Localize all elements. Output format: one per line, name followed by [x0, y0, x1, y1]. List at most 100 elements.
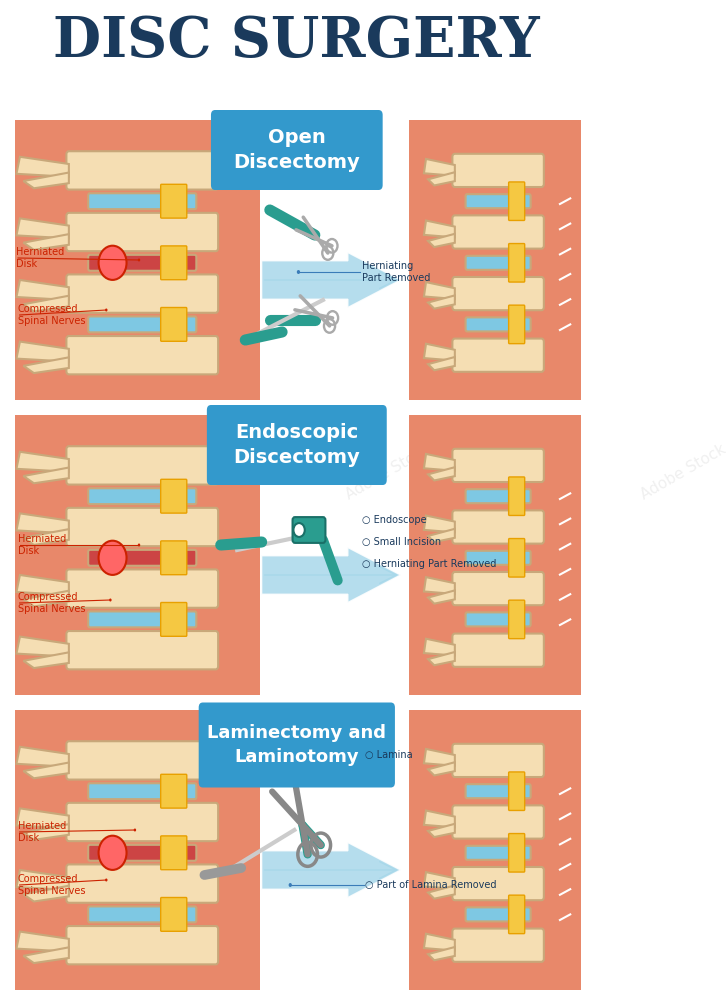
FancyBboxPatch shape: [66, 803, 218, 841]
FancyBboxPatch shape: [66, 446, 218, 485]
Polygon shape: [428, 590, 455, 604]
FancyBboxPatch shape: [66, 274, 218, 313]
FancyBboxPatch shape: [66, 336, 218, 374]
FancyBboxPatch shape: [452, 929, 544, 962]
Polygon shape: [23, 947, 69, 963]
Polygon shape: [424, 344, 455, 361]
Polygon shape: [23, 591, 69, 606]
FancyBboxPatch shape: [452, 215, 544, 249]
Polygon shape: [428, 295, 455, 309]
Polygon shape: [17, 637, 69, 657]
Text: Compressed
Spinal Nerves: Compressed Spinal Nerves: [18, 304, 86, 326]
FancyBboxPatch shape: [66, 508, 218, 546]
Text: Herniated
Disk: Herniated Disk: [18, 534, 66, 556]
FancyBboxPatch shape: [160, 897, 187, 931]
FancyBboxPatch shape: [66, 569, 218, 608]
Polygon shape: [261, 842, 401, 898]
FancyBboxPatch shape: [66, 151, 218, 190]
Polygon shape: [17, 808, 69, 828]
Text: Adobe Stock: Adobe Stock: [637, 442, 726, 503]
FancyBboxPatch shape: [465, 489, 531, 503]
Bar: [409, 415, 581, 695]
Bar: [15, 415, 260, 695]
FancyBboxPatch shape: [66, 926, 218, 964]
Text: Laminectomy and
Laminotomy: Laminectomy and Laminotomy: [208, 724, 386, 766]
Circle shape: [99, 541, 126, 575]
Polygon shape: [424, 454, 455, 471]
FancyBboxPatch shape: [465, 317, 531, 331]
Polygon shape: [23, 886, 69, 901]
FancyBboxPatch shape: [452, 339, 544, 372]
Polygon shape: [424, 872, 455, 889]
FancyBboxPatch shape: [465, 846, 531, 860]
Text: Herniated
Disk: Herniated Disk: [17, 247, 65, 269]
FancyBboxPatch shape: [452, 744, 544, 777]
FancyBboxPatch shape: [452, 510, 544, 544]
Polygon shape: [424, 221, 455, 237]
Circle shape: [105, 879, 107, 882]
Text: Herniated
Disk: Herniated Disk: [18, 821, 66, 843]
FancyBboxPatch shape: [452, 449, 544, 482]
Circle shape: [289, 883, 292, 887]
Circle shape: [105, 308, 107, 312]
Polygon shape: [23, 763, 69, 778]
Polygon shape: [23, 529, 69, 545]
Polygon shape: [23, 357, 69, 373]
FancyBboxPatch shape: [66, 741, 218, 780]
FancyBboxPatch shape: [66, 631, 218, 669]
FancyBboxPatch shape: [465, 194, 531, 208]
FancyBboxPatch shape: [293, 517, 325, 543]
Polygon shape: [23, 468, 69, 483]
FancyBboxPatch shape: [88, 255, 196, 271]
Polygon shape: [17, 575, 69, 595]
Circle shape: [134, 828, 136, 832]
Polygon shape: [428, 357, 455, 370]
Text: ○ Endoscope: ○ Endoscope: [362, 515, 427, 525]
FancyBboxPatch shape: [88, 316, 196, 332]
FancyBboxPatch shape: [509, 182, 525, 220]
FancyBboxPatch shape: [509, 244, 525, 282]
Bar: [15, 120, 260, 400]
Circle shape: [99, 246, 126, 280]
Text: DISC SURGERY: DISC SURGERY: [54, 14, 540, 70]
Text: ○ Lamina: ○ Lamina: [365, 750, 413, 760]
FancyBboxPatch shape: [199, 702, 395, 788]
Polygon shape: [428, 885, 455, 899]
FancyBboxPatch shape: [88, 845, 196, 861]
Text: Adobe Stock: Adobe Stock: [196, 442, 287, 503]
FancyBboxPatch shape: [509, 895, 525, 934]
Circle shape: [297, 270, 300, 274]
Polygon shape: [17, 932, 69, 952]
FancyBboxPatch shape: [88, 906, 196, 922]
Bar: [15, 710, 260, 990]
Bar: [409, 710, 581, 990]
Circle shape: [289, 753, 292, 757]
Text: Compressed
Spinal Nerves: Compressed Spinal Nerves: [18, 592, 86, 614]
Polygon shape: [23, 234, 69, 250]
FancyBboxPatch shape: [509, 305, 525, 344]
Polygon shape: [23, 173, 69, 188]
Circle shape: [293, 523, 305, 537]
Polygon shape: [428, 172, 455, 185]
FancyBboxPatch shape: [88, 193, 196, 209]
FancyBboxPatch shape: [211, 110, 383, 190]
Polygon shape: [261, 252, 401, 308]
Text: Open
Discectomy: Open Discectomy: [234, 128, 360, 172]
Text: Adobe Stock: Adobe Stock: [491, 442, 581, 503]
Text: Adobe Stock: Adobe Stock: [343, 442, 434, 503]
Polygon shape: [428, 234, 455, 247]
Polygon shape: [261, 548, 401, 602]
FancyBboxPatch shape: [88, 783, 196, 799]
Polygon shape: [17, 342, 69, 362]
FancyBboxPatch shape: [88, 488, 196, 504]
Circle shape: [138, 258, 140, 261]
FancyBboxPatch shape: [160, 307, 187, 341]
Text: Endoscopic
Discectomy: Endoscopic Discectomy: [234, 423, 360, 467]
FancyBboxPatch shape: [160, 541, 187, 575]
FancyBboxPatch shape: [452, 867, 544, 900]
Bar: [409, 120, 581, 400]
FancyBboxPatch shape: [160, 479, 187, 513]
Circle shape: [99, 836, 126, 870]
FancyBboxPatch shape: [509, 477, 525, 515]
Polygon shape: [428, 529, 455, 542]
